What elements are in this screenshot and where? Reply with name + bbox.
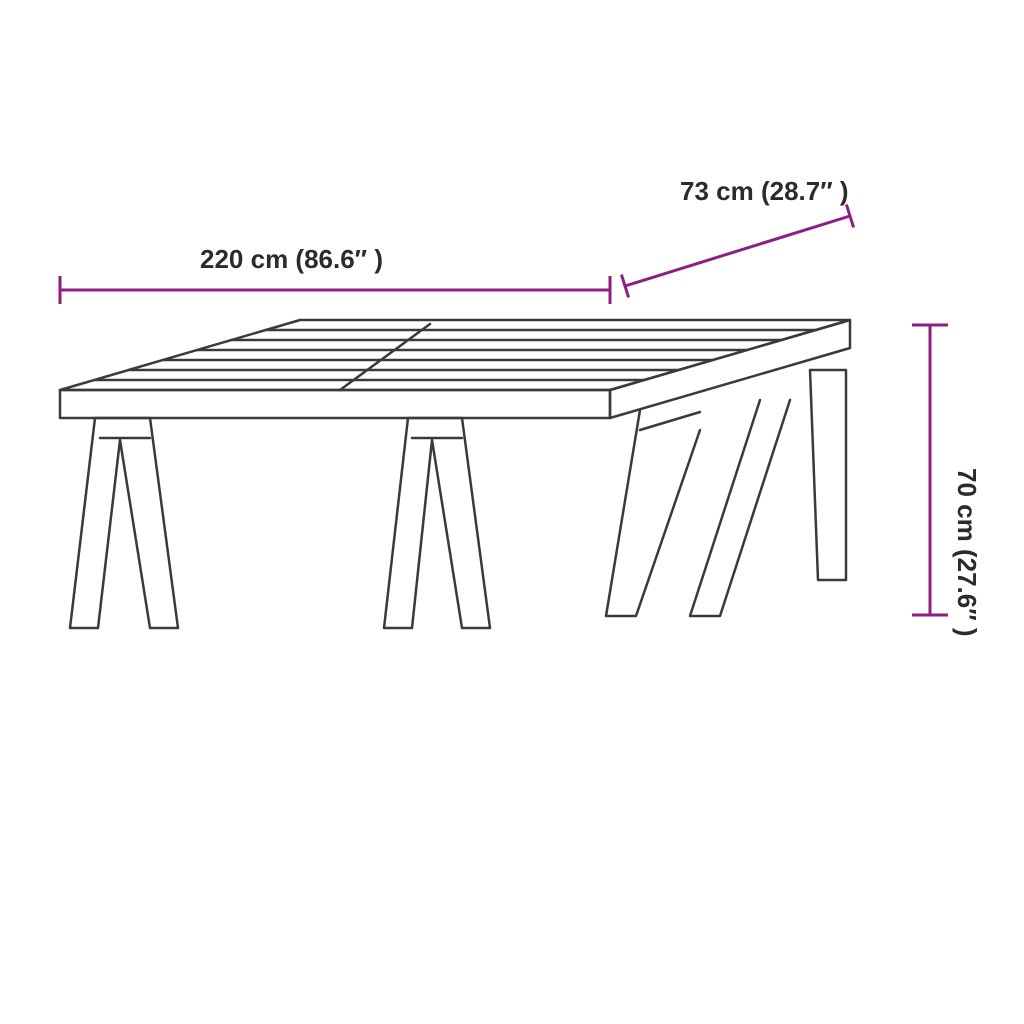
dimension-depth	[621, 205, 853, 298]
table-leg-1	[384, 418, 490, 628]
dimension-height	[912, 325, 948, 615]
table-leg-2	[606, 400, 790, 616]
label-height: 70 cm (27.6″ )	[952, 468, 982, 637]
dimension-diagram: 220 cm (86.6″ ) 73 cm (28.7″ ) 70 cm (27.6…	[0, 0, 1024, 1024]
dimension-width	[60, 276, 610, 304]
label-width: 220 cm (86.6″ )	[200, 244, 383, 274]
table-drawing	[60, 320, 850, 628]
table-leg-0	[70, 418, 178, 628]
table-leg-3	[810, 370, 846, 580]
label-depth: 73 cm (28.7″ )	[680, 176, 849, 206]
